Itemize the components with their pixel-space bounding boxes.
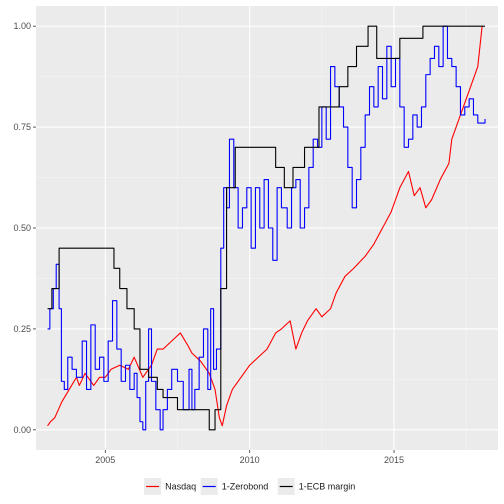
series-lines — [47, 25, 486, 431]
legend-item-1-zerobond: 1-Zerobond — [200, 478, 269, 495]
x-tick-label: 2015 — [384, 455, 404, 465]
y-tick-label: 0.50 — [13, 223, 31, 233]
y-tick-label: 0.25 — [13, 324, 31, 334]
legend-item-1-ecb-margin: 1-ECB margin — [277, 478, 356, 495]
legend-label: 1-ECB margin — [299, 482, 356, 492]
x-axis: 2005 2010 2015 — [95, 450, 404, 465]
x-tick-label: 2005 — [95, 455, 115, 465]
legend-label: Nasdaq — [165, 482, 196, 492]
series-line-nasdaq — [47, 26, 483, 427]
x-tick-label: 2010 — [240, 455, 260, 465]
legend-label: 1-Zerobond — [222, 482, 269, 492]
y-axis: 0.00 0.25 0.50 0.75 1.00 — [13, 21, 36, 435]
y-tick-label: 0.00 — [13, 425, 31, 435]
series-line-1-ecb-margin — [47, 25, 486, 431]
y-tick-label: 1.00 — [13, 21, 31, 31]
legend: Nasdaq 1-Zerobond 1-ECB margin — [144, 478, 355, 495]
legend-item-nasdaq: Nasdaq — [144, 478, 196, 495]
series-line-1-zerobond — [47, 25, 486, 431]
major-gridlines — [36, 6, 498, 450]
y-tick-label: 0.75 — [13, 122, 31, 132]
